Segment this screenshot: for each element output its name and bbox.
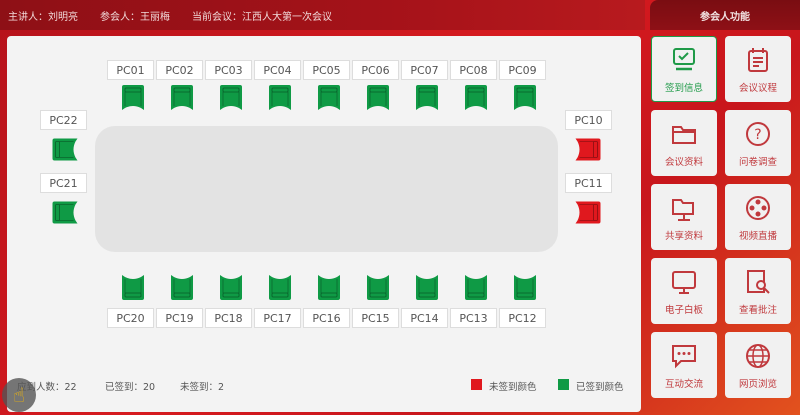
signed-count: 已签到：20	[105, 382, 156, 393]
seat-pc22-signed[interactable]	[52, 136, 78, 163]
seat-label-pc17: PC17	[254, 308, 301, 328]
seat-pc04-signed[interactable]	[267, 84, 293, 111]
seat-pc08-signed[interactable]	[463, 84, 489, 111]
seat-pc12-signed[interactable]	[512, 274, 538, 301]
menu-label: 查看批注	[738, 304, 777, 316]
seat-label-pc01: PC01	[107, 60, 154, 80]
menu-whiteboard[interactable]: 电子白板	[651, 258, 717, 324]
seat-label-pc19: PC19	[156, 308, 203, 328]
film-reel-icon	[746, 195, 770, 220]
calendar-icon	[748, 47, 768, 72]
conference-table	[95, 126, 558, 252]
seat-label-pc02: PC02	[156, 60, 203, 80]
signed-color-swatch	[558, 379, 569, 390]
menu-search-document[interactable]: 查看批注	[725, 258, 791, 324]
menu-chat[interactable]: 互动交流	[651, 332, 717, 398]
unsigned-count: 未签到：2	[180, 382, 225, 393]
footer: 应到人数：22 已签到：20 未签到：2 未签到颜色 已签到颜色	[7, 357, 641, 412]
seat-label-pc10: PC10	[565, 110, 612, 130]
seat-pc06-signed[interactable]	[365, 84, 391, 111]
seat-label-pc21: PC21	[40, 173, 87, 193]
seat-pc15-signed[interactable]	[365, 274, 391, 301]
search-document-icon	[747, 269, 770, 294]
seat-label-pc08: PC08	[450, 60, 497, 80]
menu-label: 电子白板	[664, 304, 703, 316]
panel-title: 参会人功能	[650, 0, 800, 30]
seat-pc02-signed[interactable]	[169, 84, 195, 111]
seat-label-pc20: PC20	[107, 308, 154, 328]
hand-pointer-button[interactable]: ☝	[2, 378, 36, 412]
attendee: 参会人：王丽梅	[100, 11, 170, 23]
legend-signed: 已签到颜色	[576, 382, 624, 393]
seat-label-pc11: PC11	[565, 173, 612, 193]
menu-label: 问卷调查	[738, 156, 777, 168]
chat-icon	[672, 344, 696, 368]
svg-text:?: ?	[754, 127, 761, 143]
seat-label-pc05: PC05	[303, 60, 350, 80]
expected-count: 应到人数：22	[17, 382, 77, 393]
seat-label-pc14: PC14	[401, 308, 448, 328]
seat-label-pc13: PC13	[450, 308, 497, 328]
globe-icon	[746, 343, 770, 368]
seat-label-pc09: PC09	[499, 60, 546, 80]
seat-pc03-signed[interactable]	[218, 84, 244, 111]
menu-label: 签到信息	[664, 82, 703, 94]
seat-label-pc15: PC15	[352, 308, 399, 328]
current-meeting: 当前会议：江西人大第一次会议	[192, 11, 332, 23]
seat-pc21-signed[interactable]	[52, 199, 78, 226]
seat-pc17-signed[interactable]	[267, 274, 293, 301]
seat-pc20-signed[interactable]	[120, 274, 146, 301]
menu-label: 互动交流	[664, 378, 703, 390]
seat-label-pc06: PC06	[352, 60, 399, 80]
seat-pc13-signed[interactable]	[463, 274, 489, 301]
seat-pc14-signed[interactable]	[414, 274, 440, 301]
question-icon: ?	[746, 121, 770, 146]
seat-pc09-signed[interactable]	[512, 84, 538, 111]
seat-label-pc03: PC03	[205, 60, 252, 80]
menu-label: 网页浏览	[738, 378, 777, 390]
seat-label-pc12: PC12	[499, 308, 546, 328]
seat-pc18-signed[interactable]	[218, 274, 244, 301]
menu-label: 视频直播	[738, 230, 777, 242]
seat-pc19-signed[interactable]	[169, 274, 195, 301]
whiteboard-icon	[672, 270, 696, 294]
menu-question[interactable]: ? 问卷调查	[725, 110, 791, 176]
seat-label-pc04: PC04	[254, 60, 301, 80]
seat-pc05-signed[interactable]	[316, 84, 342, 111]
menu-calendar[interactable]: 会议议程	[725, 36, 791, 102]
unsigned-color-swatch	[471, 379, 482, 390]
folder-icon	[672, 125, 696, 144]
seat-label-pc16: PC16	[303, 308, 350, 328]
menu-label: 会议议程	[738, 82, 777, 94]
legend-unsigned: 未签到颜色	[489, 382, 537, 393]
shared-folder-icon	[672, 198, 694, 221]
speaker: 主讲人：刘明亮	[8, 11, 78, 23]
menu-globe[interactable]: 网页浏览	[725, 332, 791, 398]
monitor-check-icon	[673, 47, 695, 70]
menu-shared-folder[interactable]: 共享资料	[651, 184, 717, 250]
menu-folder[interactable]: 会议资料	[651, 110, 717, 176]
menu-monitor-check[interactable]: 签到信息	[651, 36, 717, 102]
seat-pc07-signed[interactable]	[414, 84, 440, 111]
seat-label-pc22: PC22	[40, 110, 87, 130]
seat-map-panel: 应到人数：22 已签到：20 未签到：2 未签到颜色 已签到颜色 PC01 PC0…	[7, 36, 641, 412]
seat-pc11-unsigned[interactable]	[575, 199, 601, 226]
seat-label-pc07: PC07	[401, 60, 448, 80]
menu-label: 共享资料	[664, 230, 703, 242]
seat-pc10-unsigned[interactable]	[575, 136, 601, 163]
seat-pc16-signed[interactable]	[316, 274, 342, 301]
top-bar: 主讲人：刘明亮 参会人：王丽梅 当前会议：江西人大第一次会议	[0, 0, 645, 30]
menu-film-reel[interactable]: 视频直播	[725, 184, 791, 250]
seat-pc01-signed[interactable]	[120, 84, 146, 111]
seat-label-pc18: PC18	[205, 308, 252, 328]
menu-label: 会议资料	[664, 156, 703, 168]
